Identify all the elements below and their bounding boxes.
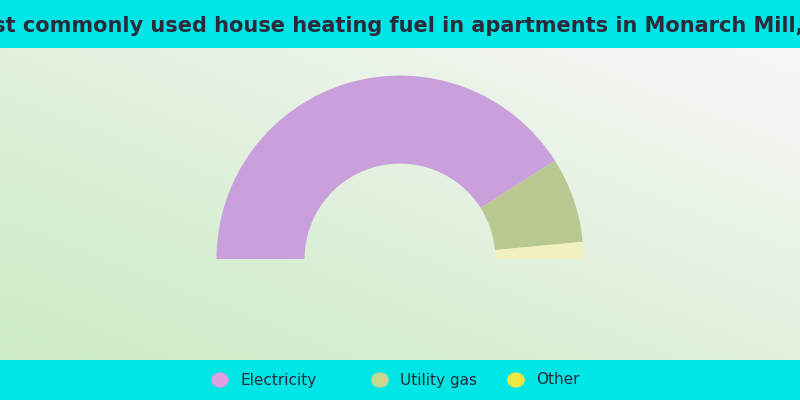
Wedge shape <box>495 242 583 259</box>
Text: Utility gas: Utility gas <box>400 372 477 388</box>
Ellipse shape <box>371 372 389 388</box>
Ellipse shape <box>211 372 229 388</box>
Text: Electricity: Electricity <box>240 372 316 388</box>
Wedge shape <box>481 161 582 250</box>
Wedge shape <box>217 76 555 259</box>
Text: Most commonly used house heating fuel in apartments in Monarch Mill, SC: Most commonly used house heating fuel in… <box>0 16 800 36</box>
Ellipse shape <box>507 372 525 388</box>
Text: Other: Other <box>536 372 579 388</box>
